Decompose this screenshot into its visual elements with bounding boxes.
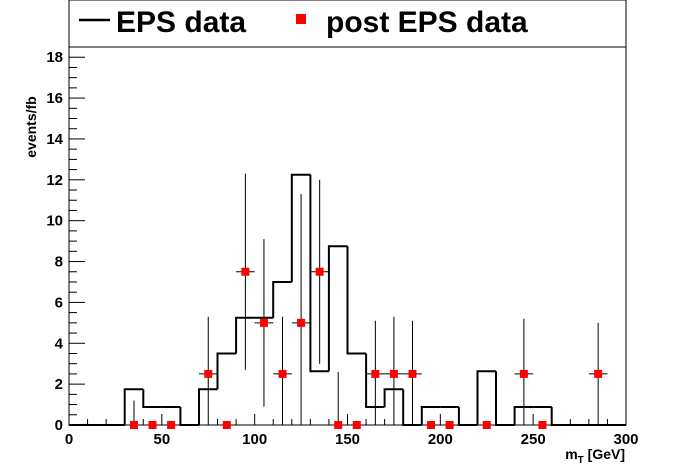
frame: [68, 46, 627, 426]
post-eps-point: [129, 421, 138, 429]
eps-bin: [142, 389, 162, 408]
x-tick-label: 0: [65, 431, 73, 448]
post-eps-point: [352, 421, 361, 429]
eps-bin: [123, 388, 144, 425]
post-eps-point: [167, 421, 176, 429]
post-eps-point: [371, 369, 380, 378]
y-tick-label: 18: [46, 49, 63, 66]
eps-bin: [272, 281, 292, 318]
post-eps-point: [389, 369, 398, 378]
x-tick-label: 300: [613, 431, 638, 448]
post-eps-point: [519, 369, 528, 378]
post-eps-point: [222, 421, 231, 429]
y-tick-label: 14: [46, 131, 63, 148]
post-eps-point: [427, 421, 436, 429]
post-eps-point: [241, 267, 250, 276]
post-eps-points: [129, 267, 603, 429]
y-tick-label: 12: [46, 172, 63, 189]
legend-post-marker: [296, 14, 306, 24]
post-eps-point: [315, 267, 324, 276]
y-tick-label: 2: [55, 376, 63, 393]
y-axis-ticks: 0 2 4 6 8 10 12 14 16 18: [46, 49, 85, 434]
post-eps-point: [278, 369, 287, 378]
y-tick-label: 6: [55, 294, 63, 311]
legend-post-label: post EPS data: [326, 6, 528, 39]
x-tick-label: 150: [335, 431, 360, 448]
x-axis-label: mT [GeV]: [565, 446, 625, 466]
y-tick-label: 16: [46, 90, 63, 107]
post-eps-point: [204, 369, 213, 378]
eps-bin: [383, 388, 404, 407]
post-eps-point: [408, 369, 417, 378]
x-tick-label: 50: [153, 431, 170, 448]
post-eps-point: [148, 421, 157, 429]
y-axis-label: events/fb: [23, 96, 39, 157]
x-axis-label-unit: [GeV]: [584, 446, 625, 462]
eps-bin: [365, 353, 385, 408]
post-eps-point: [538, 421, 547, 429]
y-tick-label: 0: [55, 417, 63, 434]
eps-bin: [327, 245, 348, 372]
x-tick-label: 200: [428, 431, 453, 448]
x-axis-label-sub: T: [578, 455, 584, 466]
post-eps-point: [445, 421, 454, 429]
post-eps-point: [594, 369, 603, 378]
legend-eps-label: EPS data: [116, 6, 246, 39]
y-tick-label: 8: [55, 254, 63, 271]
eps-bin: [346, 246, 367, 355]
eps-bin: [476, 370, 496, 425]
post-eps-point: [482, 421, 491, 429]
post-eps-point: [334, 421, 343, 429]
y-tick-label: 4: [55, 335, 64, 352]
post-eps-point: [297, 318, 306, 327]
legend-box: [68, 0, 627, 48]
y-tick-label: 10: [46, 213, 63, 230]
x-axis-label-main: m: [565, 446, 577, 462]
x-tick-label: 250: [521, 431, 546, 448]
eps-bin: [235, 316, 255, 354]
eps-bin: [216, 352, 237, 390]
eps-bin: [198, 388, 218, 425]
post-eps-point: [259, 318, 268, 327]
eps-bin: [309, 174, 329, 373]
x-tick-label: 100: [242, 431, 267, 448]
eps-histogram: [69, 173, 626, 426]
eps-bin: [290, 173, 311, 282]
x-axis-ticks: 0 50 100 150 200 250 300: [65, 414, 639, 448]
